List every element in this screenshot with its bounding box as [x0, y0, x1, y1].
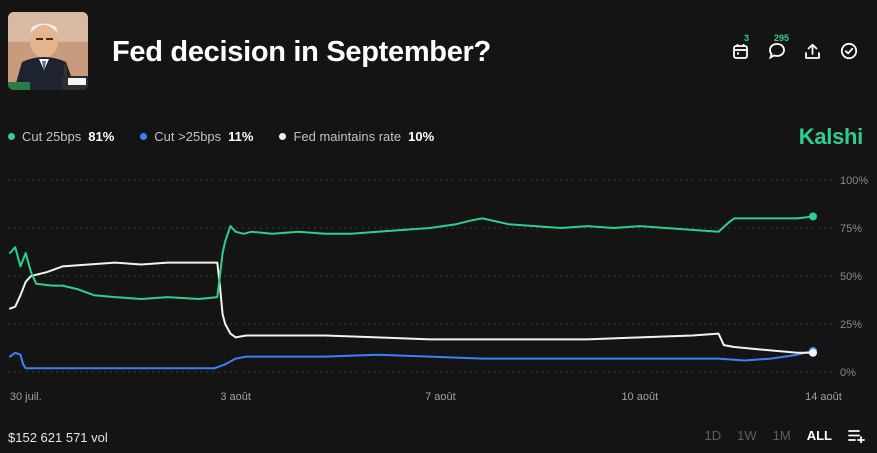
add-to-list-button[interactable]	[848, 429, 865, 443]
x-tick-label: 10 août	[621, 391, 658, 403]
series-line-cut-25bps	[9, 215, 814, 300]
series-endpoint-fed-maintains-rate	[809, 348, 817, 357]
volume-label: $152 621 571 vol	[8, 430, 108, 445]
range-1d-button[interactable]: 1D	[704, 428, 722, 443]
market-actions: 3 295	[730, 33, 859, 62]
series-line-fed-maintains-rate	[9, 261, 814, 354]
market-thumbnail	[8, 12, 88, 90]
comments-button[interactable]: 295	[766, 33, 789, 62]
legend-cut-25bps[interactable]: Cut 25bps 81%	[8, 129, 114, 144]
calendar-icon	[733, 43, 748, 59]
market-title: Fed decision in September?	[112, 36, 491, 68]
range-all-button[interactable]: ALL	[806, 428, 832, 443]
share-button[interactable]	[802, 40, 823, 62]
price-history-chart: 0% 25% 50% 75% 100% 30 juil. 3 août 7 août 10 ao…	[8, 175, 868, 403]
playlist-add-icon	[848, 429, 865, 443]
legend-pct-cut-25bps: 81%	[88, 129, 115, 144]
range-1w-button[interactable]: 1W	[737, 428, 757, 443]
legend-dot-cut-over-25bps	[140, 133, 148, 140]
series-line-cut-25bps	[9, 349, 814, 370]
comments-icon	[768, 43, 785, 60]
y-tick-label: 75%	[840, 223, 862, 235]
y-tick-label: 25%	[840, 319, 862, 331]
legend-label-cut-over-25bps: Cut >25bps	[154, 129, 222, 144]
x-tick-label: 3 août	[220, 391, 251, 403]
watch-button[interactable]	[838, 40, 859, 62]
calendar-badge: 3	[744, 33, 750, 43]
legend-fed-maintains[interactable]: Fed maintains rate 10%	[279, 129, 434, 144]
check-circle-icon	[840, 42, 857, 60]
time-range-selector: 1D 1W 1M ALL	[705, 428, 865, 443]
share-icon	[805, 43, 820, 59]
comments-badge: 295	[774, 33, 790, 43]
x-tick-label: 30 juil.	[10, 391, 42, 403]
legend-cut-over-25bps[interactable]: Cut >25bps 11%	[140, 129, 253, 144]
legend-dot-cut-25bps	[8, 133, 15, 140]
y-tick-label: 0%	[840, 367, 856, 379]
legend-dot-fed-maintains	[279, 133, 287, 140]
x-tick-label: 7 août	[425, 391, 456, 403]
y-tick-label: 100%	[840, 175, 868, 187]
chart-legend: Cut 25bps 81% Cut >25bps 11% Fed maintai…	[8, 129, 434, 144]
legend-label-cut-25bps: Cut 25bps	[22, 129, 82, 144]
y-tick-label: 50%	[840, 271, 862, 283]
x-tick-label: 14 août	[805, 391, 842, 403]
range-1m-button[interactable]: 1M	[772, 428, 791, 443]
legend-pct-cut-over-25bps: 11%	[228, 129, 254, 144]
series-endpoint-cut-25bps	[809, 212, 817, 221]
kalshi-logo: Kalshi	[798, 124, 864, 149]
legend-pct-fed-maintains: 10%	[408, 129, 435, 144]
legend-label-fed-maintains: Fed maintains rate	[293, 129, 402, 144]
calendar-button[interactable]: 3	[730, 33, 751, 62]
